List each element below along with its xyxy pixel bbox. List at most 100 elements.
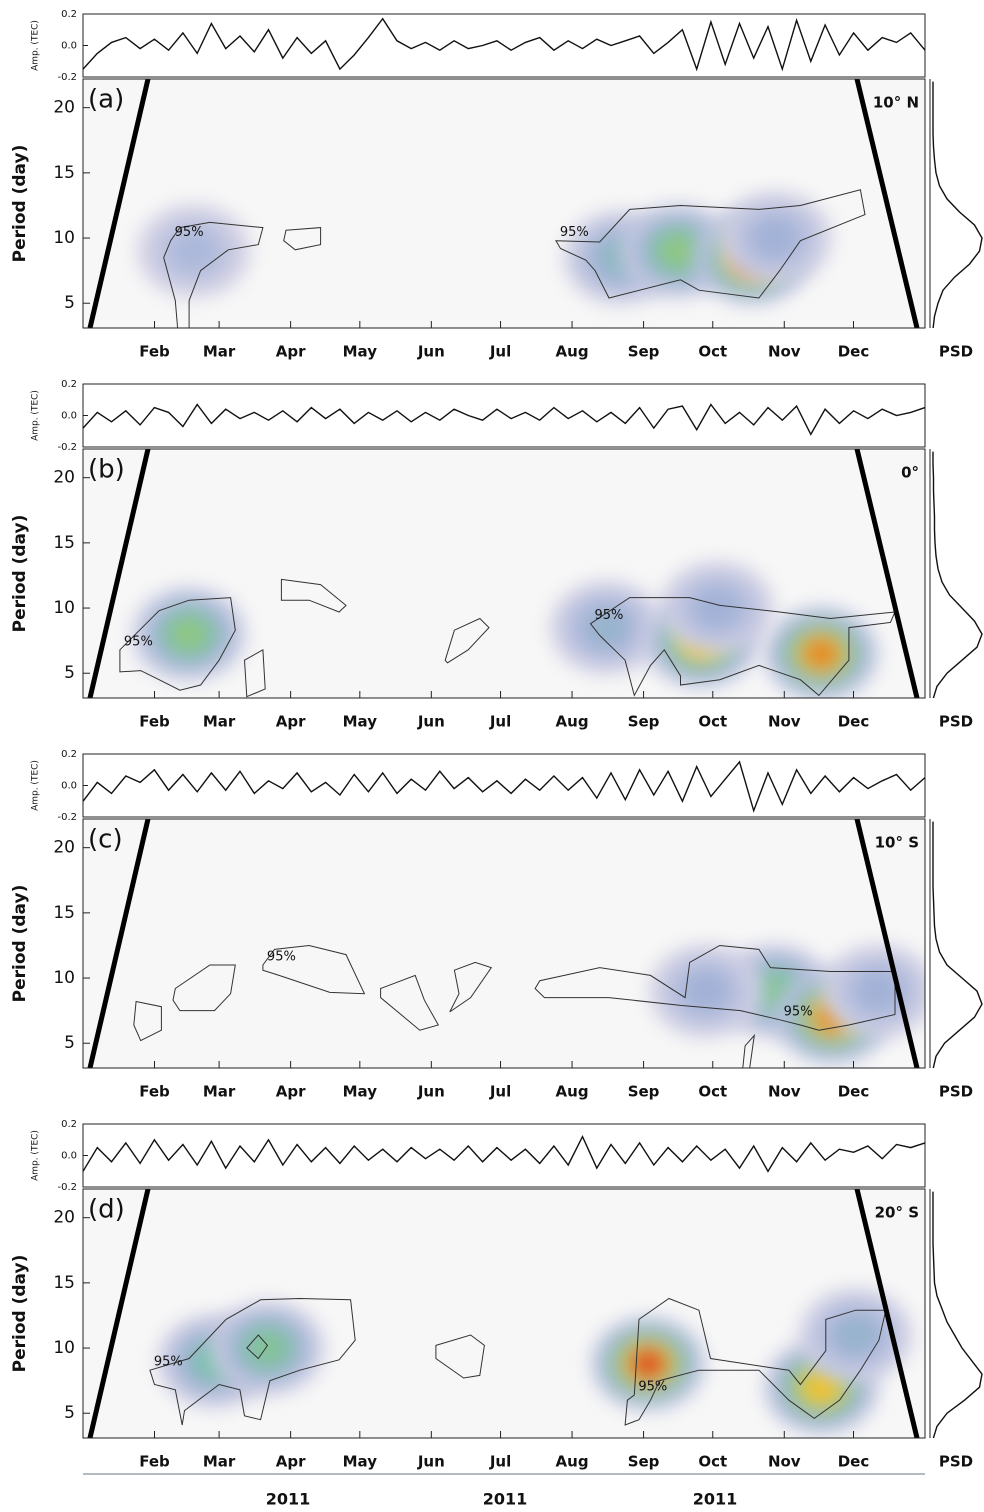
x-tick-label: Apr — [276, 1083, 306, 1101]
power-hotspot — [136, 203, 252, 299]
y-tick-label: 10 — [53, 1338, 75, 1358]
x-tick-label: Mar — [203, 1453, 236, 1471]
power-level — [174, 234, 213, 269]
y-tick-label: 15 — [53, 533, 75, 553]
contour-label: 95% — [638, 1379, 667, 1394]
x-tick-label: Aug — [556, 1453, 589, 1471]
panel-label: (b) — [88, 455, 125, 485]
power-hotspot — [590, 1316, 706, 1412]
x-tick-label: May — [343, 1083, 378, 1101]
latitude-label: 0° — [901, 464, 919, 482]
amp-tick-label: 0.2 — [61, 9, 77, 20]
wavelet-area: 95% 95% — [87, 449, 920, 698]
significance-contour — [119, 597, 236, 691]
cone-of-influence — [854, 79, 920, 328]
x-tick-label: Jul — [489, 343, 511, 361]
amp-line — [82, 1134, 926, 1173]
power-hotspot — [798, 1287, 914, 1383]
x-tick-label: Jul — [489, 1083, 511, 1101]
amp-axis-label: Amp. (TEC) — [31, 760, 41, 811]
panel-label: (c) — [88, 825, 123, 855]
contour-label: 95% — [154, 1355, 183, 1370]
y-tick-label: 10 — [53, 598, 75, 618]
power-level — [169, 617, 209, 652]
significance-contour — [449, 961, 493, 1013]
significance-contour — [589, 597, 896, 697]
x-tick-label: Aug — [556, 713, 589, 731]
power-level — [658, 234, 698, 269]
wavelet-frame — [82, 448, 926, 699]
x-tick-label: Aug — [556, 1083, 589, 1101]
amp-axis-label: Amp. (TEC) — [31, 390, 41, 441]
y-tick-label: 10 — [53, 968, 75, 988]
psd-label: PSD — [939, 713, 973, 731]
power-level — [836, 1318, 876, 1353]
amp-tick-label: -0.2 — [57, 1182, 77, 1193]
amp-tick-label: -0.2 — [57, 442, 77, 453]
x-tick-label: Mar — [203, 713, 236, 731]
y-tick-label: 20 — [53, 1208, 75, 1228]
amp-tick-label: 0.0 — [61, 781, 77, 792]
y-tick-label: 15 — [53, 903, 75, 923]
y-axis-label: Period (day) — [10, 885, 30, 1003]
x-tick-label: Jun — [417, 1083, 445, 1101]
cone-of-influence — [854, 449, 920, 698]
x-tick-label: Jun — [417, 343, 445, 361]
x-tick-label: Jun — [417, 713, 445, 731]
significance-contour — [555, 189, 866, 299]
y-axis-label: Period (day) — [10, 515, 30, 633]
x-tick-label: Nov — [768, 1453, 801, 1471]
wavelet-frame — [82, 78, 926, 329]
significance-contour — [280, 578, 347, 613]
y-tick-label: 20 — [53, 468, 75, 488]
power-level — [859, 974, 899, 1009]
amp-frame — [82, 1123, 926, 1188]
year-label: 2011 — [266, 1490, 311, 1509]
power-hotspot — [549, 580, 665, 676]
x-tick-label: Aug — [556, 343, 589, 361]
x-tick-label: Nov — [768, 343, 801, 361]
power-level — [686, 974, 726, 1009]
x-tick-label: Feb — [139, 713, 170, 731]
psd-line — [932, 821, 983, 1068]
amp-line — [82, 403, 926, 436]
amp-tick-label: -0.2 — [57, 72, 77, 83]
contour-label: 95% — [784, 1004, 813, 1019]
cone-of-influence — [854, 819, 920, 1068]
x-tick-label: Feb — [139, 343, 170, 361]
wavelet-area: 95% 95% — [87, 1189, 920, 1438]
x-tick-label: Oct — [698, 1083, 727, 1101]
x-tick-label: May — [343, 343, 378, 361]
y-tick-label: 20 — [53, 838, 75, 858]
wavelet-area: 95% 95% — [87, 79, 920, 328]
x-tick-label: Dec — [838, 713, 870, 731]
y-tick-label: 10 — [53, 228, 75, 248]
significance-contour — [243, 648, 266, 698]
significance-contour — [444, 617, 490, 664]
x-tick-label: Apr — [276, 1453, 306, 1471]
y-axis-label: Period (day) — [10, 145, 30, 263]
power-hotspot — [648, 943, 764, 1039]
x-tick-label: Oct — [698, 343, 727, 361]
power-hotspot — [659, 560, 775, 656]
x-tick-label: Nov — [768, 713, 801, 731]
x-tick-label: Apr — [276, 713, 306, 731]
significance-contour — [283, 227, 322, 251]
y-tick-label: 5 — [64, 1403, 75, 1423]
amp-tick-label: 0.2 — [61, 749, 77, 760]
amp-line — [82, 17, 926, 72]
x-tick-label: Dec — [838, 343, 870, 361]
power-level — [698, 591, 737, 626]
power-level — [801, 1370, 841, 1405]
amp-tick-label: 0.0 — [61, 1151, 77, 1162]
amp-frame — [82, 753, 926, 818]
y-tick-label: 5 — [64, 293, 75, 313]
power-hotspot — [131, 586, 247, 682]
x-tick-label: Apr — [276, 343, 306, 361]
cone-of-influence — [87, 1189, 151, 1438]
y-tick-label: 15 — [53, 163, 75, 183]
year-label: 2011 — [693, 1490, 738, 1509]
x-tick-label: Feb — [139, 1453, 170, 1471]
